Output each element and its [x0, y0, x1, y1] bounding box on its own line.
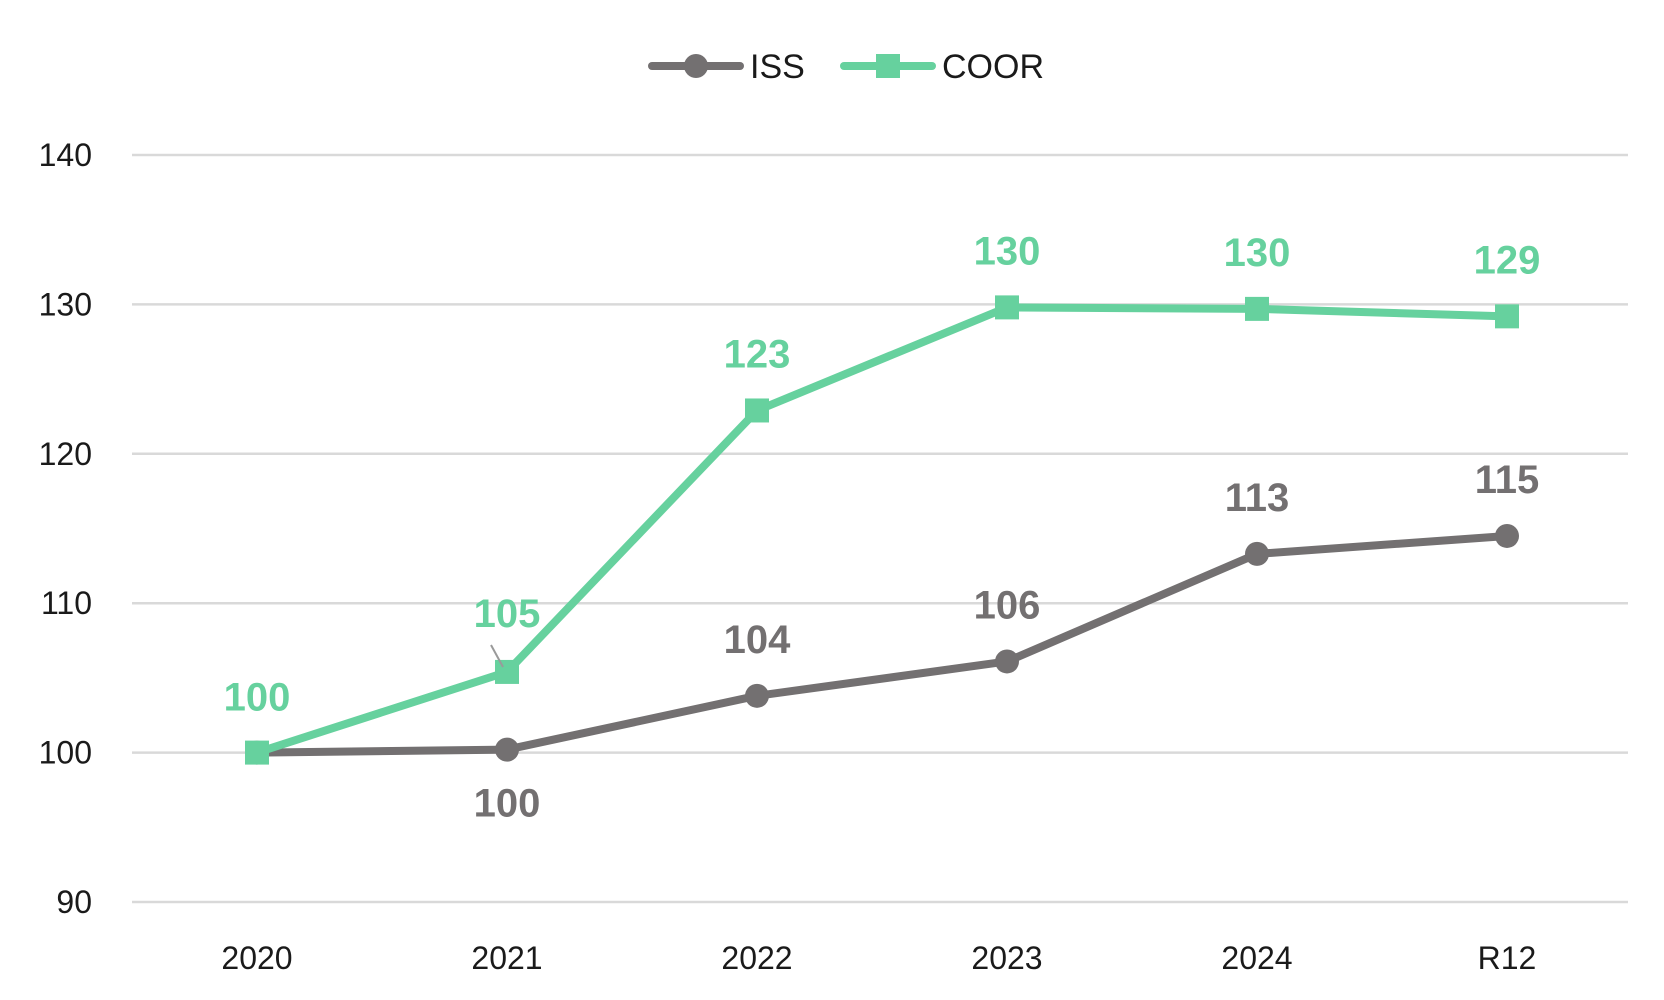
data-point-coor-r12	[1495, 304, 1519, 329]
data-label-coor-2020: 100	[224, 676, 291, 720]
legend-label-coor: COOR	[942, 48, 1044, 86]
data-point-coor-2023	[995, 295, 1019, 320]
x-tick-label-r12: R12	[1478, 940, 1537, 976]
series-line-iss	[253, 531, 1511, 757]
y-tick-label-100: 100	[39, 735, 92, 771]
data-point-coor-2020	[245, 740, 269, 765]
y-tick-label-120: 120	[39, 436, 92, 472]
y-axis: 90 100 110 120 130 140	[39, 137, 92, 920]
data-label-coor-r12: 129	[1474, 238, 1541, 282]
data-point-iss-r12	[1495, 523, 1519, 548]
x-tick-label-2020: 2020	[221, 940, 292, 976]
data-point-iss-2023	[995, 649, 1019, 674]
y-tick-label-130: 130	[39, 286, 92, 322]
series-iss	[245, 523, 1519, 765]
legend-label-iss: ISS	[750, 48, 805, 86]
x-tick-label-2024: 2024	[1221, 940, 1292, 976]
data-label-iss-r12: 115	[1475, 458, 1540, 502]
series-line-coor	[253, 303, 1511, 757]
legend-item-iss: ISS	[648, 48, 805, 86]
data-label-coor-2021: 105	[474, 592, 541, 636]
data-label-iss-2023: 106	[974, 583, 1041, 627]
data-label-iss-2022: 104	[724, 618, 791, 662]
y-tick-label-110: 110	[41, 585, 92, 621]
data-label-coor-2023: 130	[974, 229, 1041, 273]
data-point-coor-2024	[1245, 296, 1269, 321]
data-point-iss-2022	[745, 683, 769, 708]
data-label-iss-2021: 100	[474, 782, 541, 826]
data-point-iss-2024	[1245, 541, 1269, 566]
data-point-iss-2021	[495, 737, 519, 762]
data-point-coor-2021	[495, 659, 519, 684]
label-leader-line	[490, 644, 504, 668]
data-label-coor-2022: 123	[724, 332, 791, 376]
x-tick-label-2021: 2021	[471, 940, 542, 976]
series-coor	[245, 295, 1519, 765]
y-tick-label-90: 90	[56, 884, 92, 920]
legend-marker-coor	[876, 54, 900, 78]
data-labels-iss: 100 104 106 113 115	[474, 458, 1540, 826]
data-point-coor-2022	[745, 398, 769, 423]
legend-item-coor: COOR	[840, 48, 1044, 86]
y-tick-label-140: 140	[39, 137, 92, 173]
data-label-coor-2024: 130	[1224, 231, 1291, 275]
data-label-iss-2024: 113	[1225, 476, 1290, 520]
legend-marker-iss	[684, 54, 708, 78]
data-labels-coor: 100 105 123 130 130 129	[224, 229, 1541, 719]
x-tick-label-2022: 2022	[721, 940, 792, 976]
grid	[132, 153, 1628, 904]
legend: ISS COOR	[648, 48, 1044, 86]
x-tick-label-2023: 2023	[971, 940, 1042, 976]
x-axis: 2020 2021 2022 2023 2024 R12	[221, 940, 1536, 976]
